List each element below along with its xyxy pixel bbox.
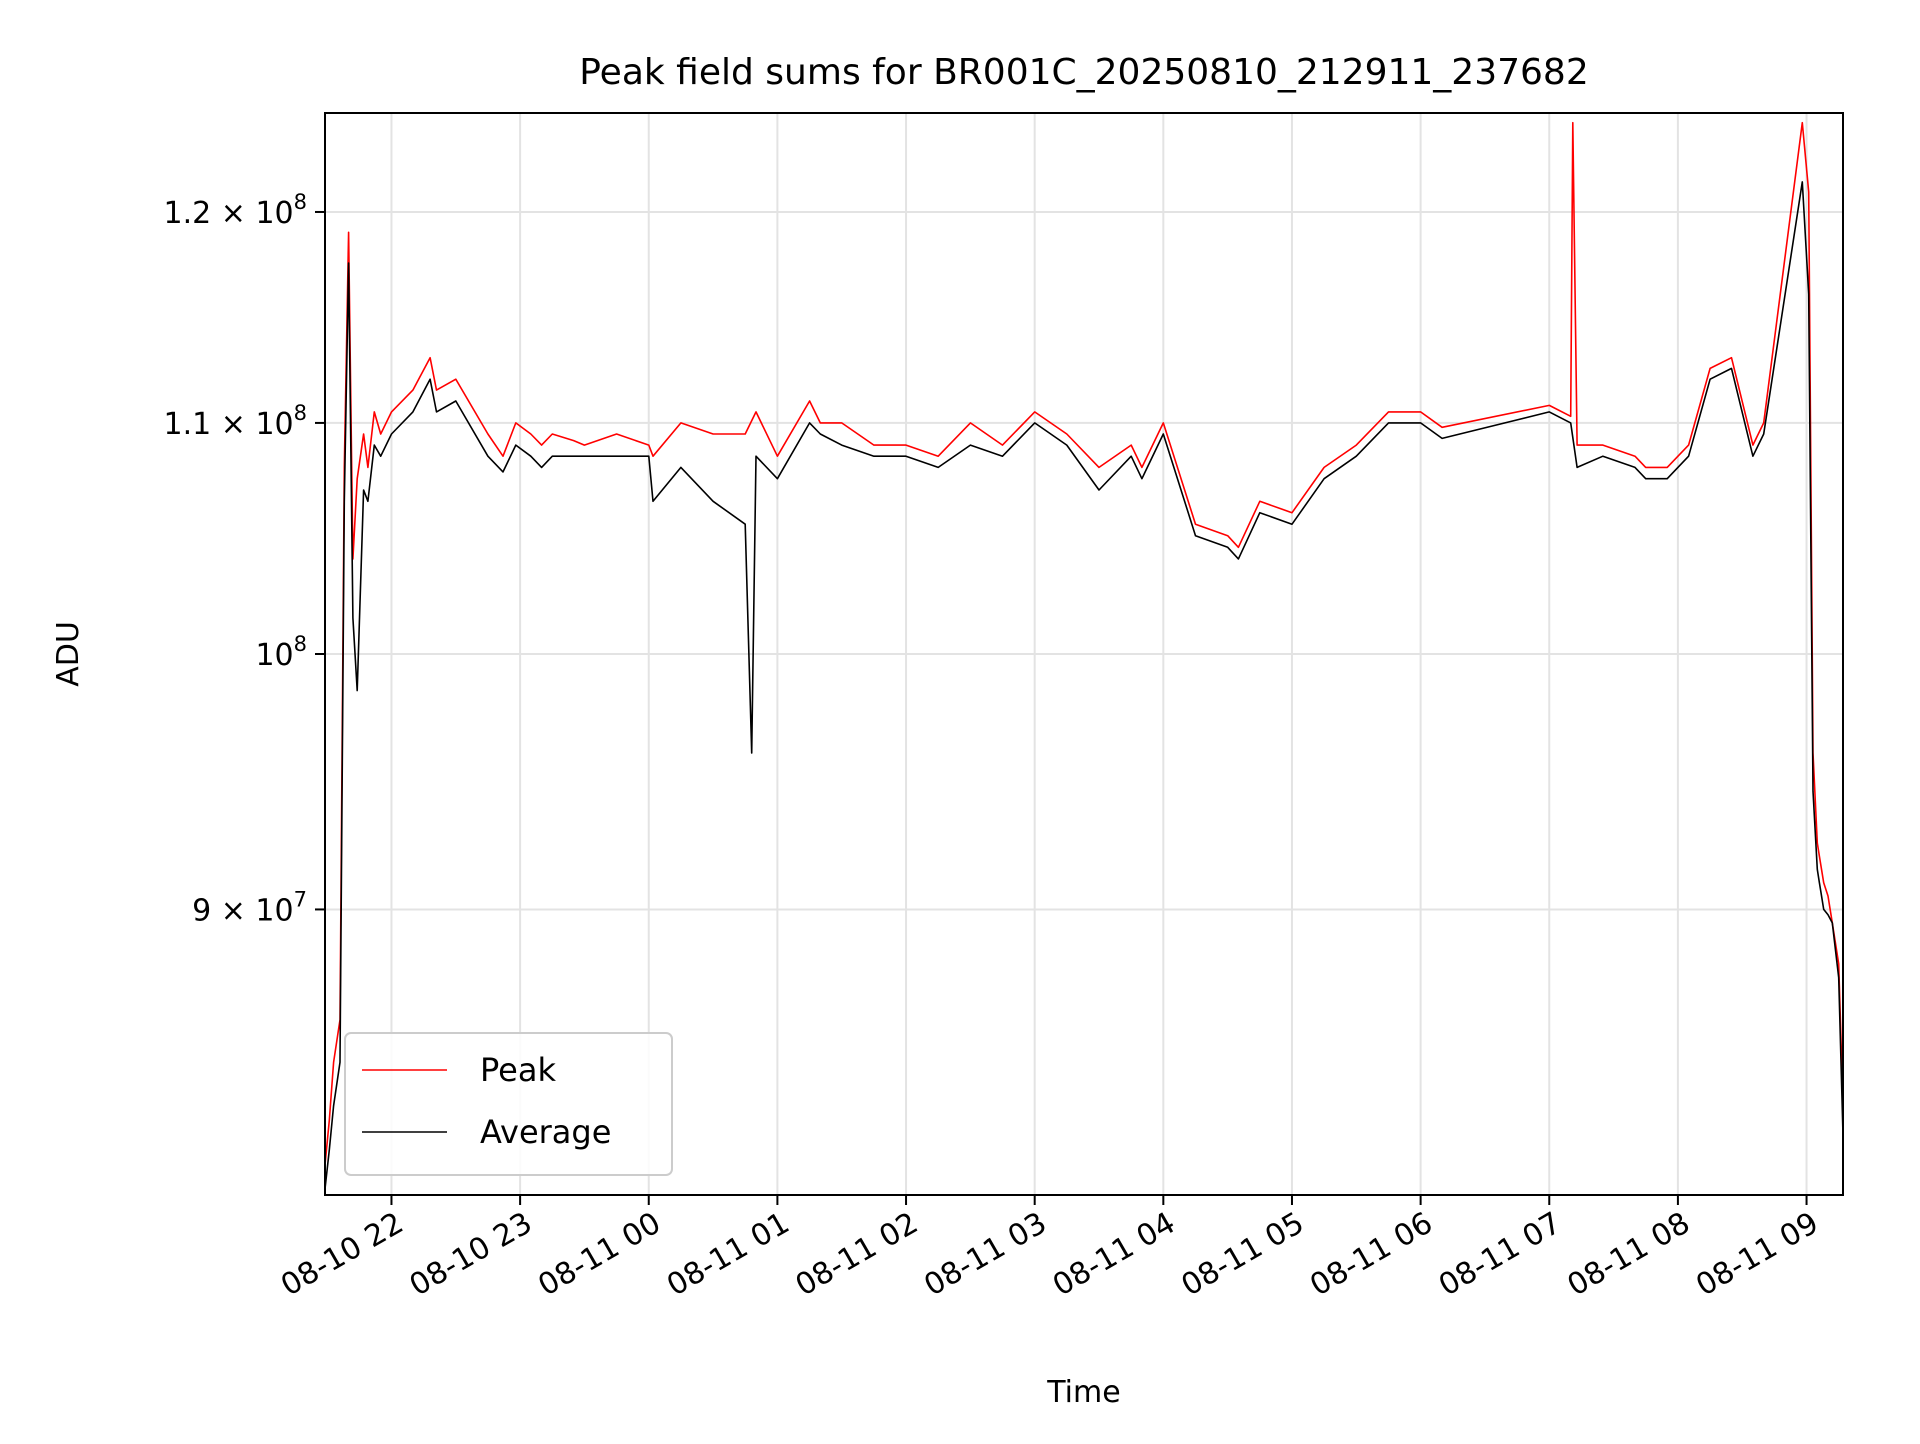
y-tick-label: 9 × 107	[192, 887, 307, 928]
y-tick-label: 1.1 × 108	[164, 401, 307, 442]
x-axis-label: Time	[1046, 1375, 1120, 1410]
series-line-average	[325, 181, 1843, 1189]
y-tick-label: 108	[255, 632, 307, 673]
grid-layer	[325, 113, 1843, 1195]
y-axis-label: ADU	[51, 621, 86, 687]
legend-label: Average	[480, 1113, 611, 1151]
chart-title: Peak field sums for BR001C_20250810_2129…	[579, 52, 1588, 93]
legend-box	[344, 1032, 673, 1176]
series-layer	[325, 121, 1843, 1189]
legend: Peak Average	[344, 1032, 673, 1176]
y-tick-label: 1.2 × 108	[164, 190, 307, 231]
legend-label: Peak	[480, 1051, 556, 1089]
series-line-peak	[325, 121, 1843, 1165]
